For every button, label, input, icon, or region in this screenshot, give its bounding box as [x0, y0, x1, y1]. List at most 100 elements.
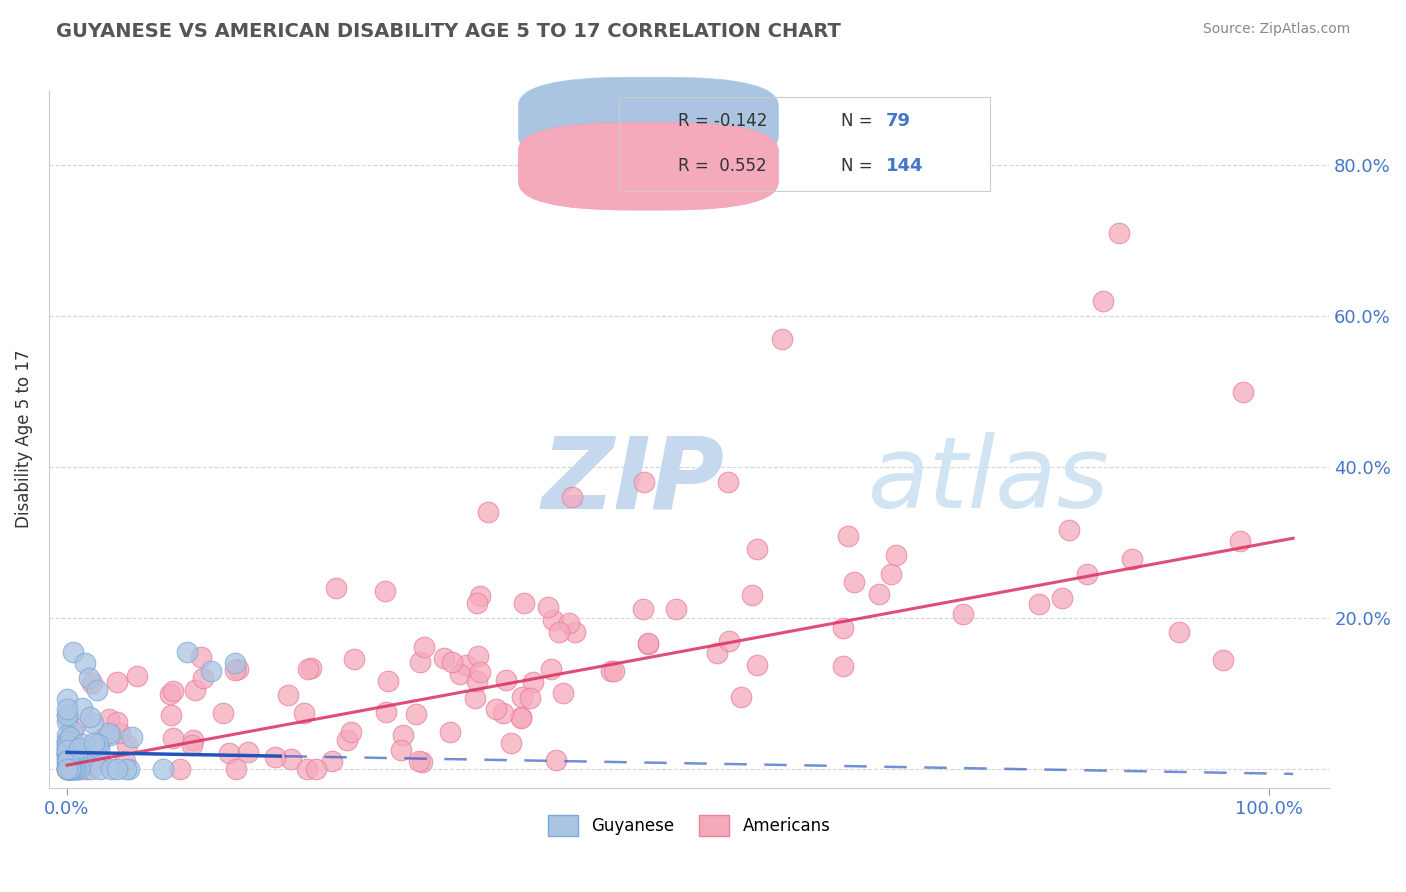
- Point: [60, 723, 83, 738]
- Point: [495, 673, 517, 687]
- Point: [548, 625, 571, 640]
- Point: [56, 756, 79, 770]
- Point: [108, 726, 131, 740]
- Point: [730, 690, 752, 704]
- Point: [280, 752, 302, 766]
- Point: [162, 731, 184, 745]
- Point: [56, 747, 79, 761]
- Point: [62, 762, 84, 776]
- Point: [118, 762, 141, 776]
- Point: [631, 601, 654, 615]
- Point: [537, 600, 560, 615]
- Point: [56, 752, 79, 766]
- Point: [82, 715, 104, 730]
- Point: [831, 659, 853, 673]
- Point: [465, 673, 488, 688]
- Point: [121, 730, 143, 744]
- Point: [97, 713, 120, 727]
- Point: [56, 742, 79, 756]
- Point: [522, 674, 544, 689]
- Point: [77, 672, 100, 686]
- Point: [66, 762, 89, 776]
- Point: [745, 542, 768, 557]
- Point: [56, 762, 79, 776]
- Point: [56, 744, 79, 758]
- Point: [411, 755, 433, 769]
- Point: [56, 750, 79, 764]
- Point: [89, 762, 111, 776]
- Point: [90, 731, 112, 746]
- Point: [464, 691, 486, 706]
- Point: [1092, 294, 1115, 309]
- Point: [56, 746, 79, 760]
- Point: [224, 657, 246, 671]
- Point: [58, 734, 80, 748]
- Point: [79, 710, 101, 724]
- Point: [1076, 567, 1098, 582]
- Point: [59, 751, 82, 765]
- Point: [83, 752, 105, 766]
- Point: [541, 613, 564, 627]
- Point: [633, 475, 655, 490]
- Point: [67, 762, 90, 776]
- Point: [62, 645, 84, 659]
- Point: [56, 762, 79, 776]
- Point: [60, 762, 83, 776]
- Point: [59, 730, 82, 744]
- Point: [1212, 652, 1234, 666]
- Point: [831, 621, 853, 635]
- Point: [295, 762, 318, 776]
- Point: [236, 745, 259, 759]
- Point: [343, 652, 366, 666]
- Point: [374, 705, 396, 719]
- Point: [60, 754, 83, 768]
- Point: [56, 707, 79, 722]
- Point: [637, 637, 659, 651]
- Point: [58, 758, 80, 772]
- Point: [69, 745, 91, 759]
- Point: [510, 690, 533, 704]
- Point: [1108, 227, 1130, 241]
- Point: [299, 661, 322, 675]
- Point: [59, 762, 82, 776]
- Point: [564, 624, 586, 639]
- Point: [1168, 625, 1191, 640]
- Point: [413, 640, 436, 654]
- Point: [468, 665, 491, 679]
- Point: [218, 746, 240, 760]
- Point: [69, 756, 91, 770]
- Point: [72, 747, 94, 761]
- Point: [70, 701, 93, 715]
- Point: [97, 726, 120, 740]
- Point: [56, 728, 79, 742]
- Point: [190, 650, 212, 665]
- Point: [226, 662, 249, 676]
- Point: [65, 749, 87, 764]
- Point: [325, 581, 347, 595]
- Point: [1121, 551, 1143, 566]
- Point: [59, 752, 82, 766]
- Point: [56, 755, 79, 769]
- Point: [80, 675, 103, 690]
- Point: [100, 762, 122, 776]
- Point: [59, 747, 82, 761]
- Point: [1028, 597, 1050, 611]
- Point: [67, 757, 90, 772]
- Point: [183, 733, 205, 747]
- Point: [59, 755, 82, 769]
- Point: [56, 707, 79, 722]
- Point: [59, 762, 82, 776]
- Point: [67, 762, 90, 776]
- Point: [1229, 534, 1251, 549]
- Point: [492, 706, 515, 721]
- Point: [58, 736, 80, 750]
- Point: [717, 634, 740, 648]
- Point: [58, 751, 80, 765]
- Point: [159, 687, 181, 701]
- Point: [485, 702, 508, 716]
- Point: [56, 746, 79, 760]
- Point: [67, 741, 90, 756]
- Point: [98, 728, 121, 742]
- Point: [66, 747, 89, 761]
- Point: [105, 715, 128, 730]
